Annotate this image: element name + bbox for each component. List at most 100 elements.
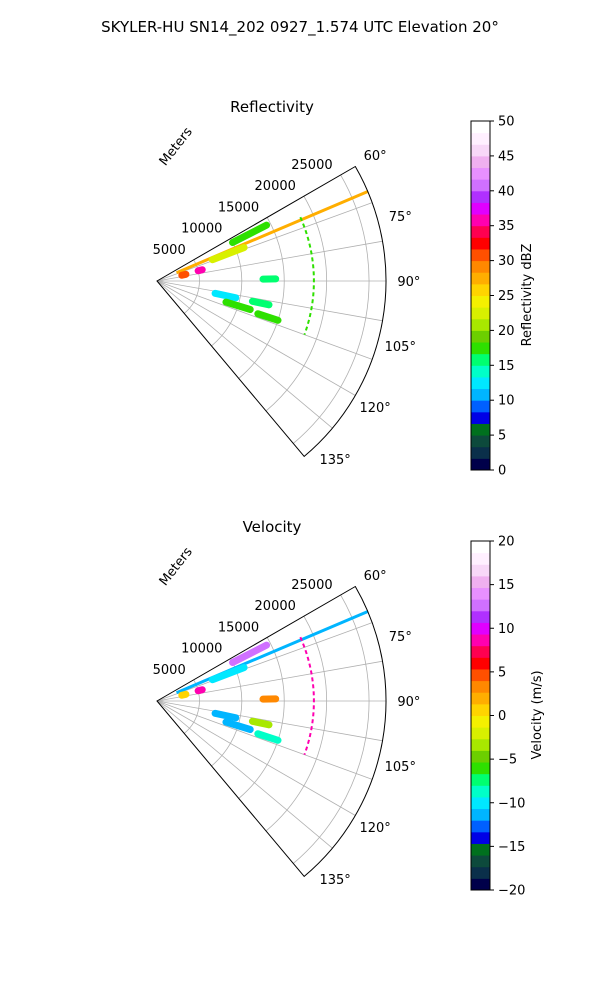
colorbar-swatch — [471, 132, 490, 145]
colorbar-tick-label: −5 — [498, 753, 517, 768]
reflectivity-colorbar: 0 5 10 15 20 25 30 35 40 45 50 — [470, 115, 515, 479]
colorbar-tick-label: −15 — [498, 840, 525, 855]
colorbar-swatch — [471, 330, 490, 343]
radial-tick-label: 5000 — [153, 243, 186, 258]
colorbar-swatch — [471, 435, 490, 448]
radial-gridline — [156, 202, 373, 282]
colorbar-swatch — [471, 575, 490, 589]
colorbar-swatch — [471, 458, 490, 471]
echo-mark — [254, 310, 282, 324]
echo-mark — [222, 718, 254, 734]
arc-echo-mark — [299, 216, 315, 336]
sector-outline — [156, 165, 387, 458]
colorbar-swatch — [471, 248, 490, 262]
colorbar-swatch — [471, 855, 490, 868]
colorbar-swatch — [471, 272, 490, 285]
angle-tick-label: 90° — [397, 275, 420, 290]
colorbar-swatch — [471, 843, 490, 856]
colorbar-swatch — [471, 703, 490, 716]
colorbar-swatch — [471, 831, 490, 844]
range-ring — [293, 174, 370, 444]
angle-tick-label: 135° — [319, 453, 350, 468]
radial-gridline — [156, 280, 333, 429]
angle-tick-label: 60° — [364, 149, 387, 164]
radial-gridline — [156, 700, 373, 780]
echo-mark — [194, 266, 206, 275]
colorbar-swatch — [471, 121, 490, 134]
colorbar-swatch — [471, 423, 490, 436]
radial-axis-label: Meters — [157, 545, 196, 589]
colorbar-swatch — [471, 587, 490, 600]
range-ring — [265, 195, 328, 412]
echo-mark — [248, 297, 273, 309]
colorbar-swatch — [471, 365, 490, 378]
colorbar-swatch — [471, 446, 490, 459]
colorbar-swatch — [471, 295, 490, 308]
colorbar-swatch — [471, 307, 490, 320]
colorbar-swatch — [471, 564, 490, 577]
colorbar-swatch — [471, 750, 490, 763]
colorbar-swatch — [471, 400, 490, 413]
reflectivity-colorbar-label: Reflectivity dBZ — [520, 244, 535, 347]
echo-mark — [175, 190, 369, 275]
radial-gridline — [156, 700, 333, 849]
range-ring — [293, 594, 370, 864]
colorbar-swatch — [471, 622, 490, 635]
colorbar-swatch — [471, 541, 490, 554]
colorbar-swatch — [471, 353, 490, 366]
echo-mark — [254, 730, 282, 744]
colorbar-swatch — [471, 715, 490, 728]
colorbar-tick-label: 35 — [498, 219, 515, 234]
colorbar-swatch — [471, 680, 490, 693]
colorbar-swatch — [471, 225, 490, 238]
velocity-panel: Velocity 5000 10000 15000 20000 25000 Meters 6… — [153, 518, 545, 899]
echo-mark — [208, 664, 248, 684]
radial-gridline — [156, 240, 383, 282]
colorbar-swatch — [471, 283, 490, 296]
colorbar-swatch — [471, 342, 490, 355]
angle-tick-label: 60° — [364, 569, 387, 584]
colorbar-swatch — [471, 610, 490, 623]
radial-gridline — [156, 660, 383, 702]
colorbar-swatch — [471, 144, 490, 157]
colorbar-swatch — [471, 190, 490, 203]
colorbar-swatch — [471, 796, 490, 810]
colorbar-swatch — [471, 179, 490, 192]
echo-mark — [229, 221, 271, 246]
arc-echo-mark — [299, 636, 315, 756]
velocity-polar-plot: 5000 10000 15000 20000 25000 Meters 60° 75° 90° 1… — [153, 545, 421, 889]
radial-gridline — [156, 280, 356, 396]
colorbar-tick-label: 0 — [498, 464, 506, 479]
colorbar-tick-label: 45 — [498, 149, 515, 164]
angle-tick-label: 90° — [397, 695, 420, 710]
colorbar-tick-label: 10 — [498, 622, 515, 637]
echo-mark — [229, 641, 271, 666]
colorbar-tick-label: 0 — [498, 709, 506, 724]
colorbar-swatch — [471, 599, 490, 612]
radial-gridline — [156, 700, 383, 742]
radial-axis-label: Meters — [157, 125, 196, 169]
colorbar-swatch — [471, 552, 490, 565]
angle-tick-label: 120° — [359, 821, 390, 836]
colorbar-tick-label: 20 — [498, 324, 515, 339]
reflectivity-polar-plot: 5000 10000 15000 20000 25000 Meters 60° 75° 90° 1… — [153, 125, 421, 469]
colorbar-swatch — [471, 634, 490, 647]
colorbar-tick-label: 30 — [498, 254, 515, 269]
colorbar-swatch — [471, 237, 490, 250]
colorbar-swatch — [471, 878, 490, 891]
colorbar-swatch — [471, 773, 490, 786]
colorbar-swatch — [471, 645, 490, 658]
colorbar-swatch — [471, 738, 490, 751]
colorbar-swatch — [471, 692, 490, 705]
angle-tick-label: 105° — [385, 760, 416, 775]
colorbar-swatch — [471, 866, 490, 879]
echo-mark — [211, 289, 240, 302]
radial-tick-label: 25000 — [291, 158, 332, 173]
echo-mark — [178, 690, 190, 699]
colorbar-swatch — [471, 388, 490, 401]
velocity-colorbar-label: Velocity (m/s) — [530, 670, 545, 759]
colorbar-tick-label: 50 — [498, 115, 515, 130]
angle-tick-label: 75° — [389, 210, 412, 225]
colorbar-tick-label: −20 — [498, 884, 525, 899]
